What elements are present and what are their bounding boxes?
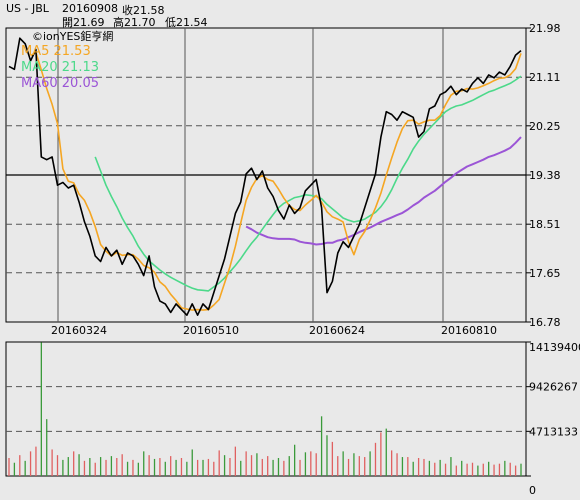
watermark-text: ©ionYES鉅亨網 [32, 29, 113, 43]
ma60-line [245, 136, 522, 246]
ma20-line [94, 75, 522, 292]
header-open: 開21.69 [62, 16, 105, 29]
volume-tick-label: 9426267 [529, 381, 578, 394]
header-symbol: US - JBL [6, 2, 49, 15]
legend-entry: MA60 20.05 [21, 76, 99, 91]
price-tick-label: 21.11 [529, 71, 561, 84]
price-line [8, 37, 522, 316]
price-tick-label: 17.65 [529, 267, 561, 280]
legend-entry: MA5 21.53 [21, 44, 91, 59]
price-tick-label: 21.98 [529, 22, 561, 35]
volume-tick-label: 4713133 [529, 425, 578, 438]
price-tick-label: 20.25 [529, 120, 561, 133]
legend-entry: MA20 21.13 [21, 60, 99, 75]
volume-tick-label: 14139400 [529, 341, 580, 354]
price-tick-label: 16.78 [529, 316, 561, 329]
volume-tick-label: 0 [529, 484, 536, 497]
price-tick-label: 19.38 [529, 169, 561, 182]
date-tick-label: 20160324 [51, 324, 107, 337]
date-tick-label: 20160510 [183, 324, 239, 337]
date-tick-label: 20160624 [309, 324, 365, 337]
date-tick-label: 20160810 [441, 324, 497, 337]
header-close: 收21.58 [122, 4, 165, 17]
header-date: 20160908 [62, 2, 118, 15]
header-high: 高21.70 [113, 16, 156, 29]
price-tick-label: 18.51 [529, 218, 561, 231]
volume-panel-frame [5, 341, 527, 477]
header-low: 低21.54 [165, 16, 208, 29]
